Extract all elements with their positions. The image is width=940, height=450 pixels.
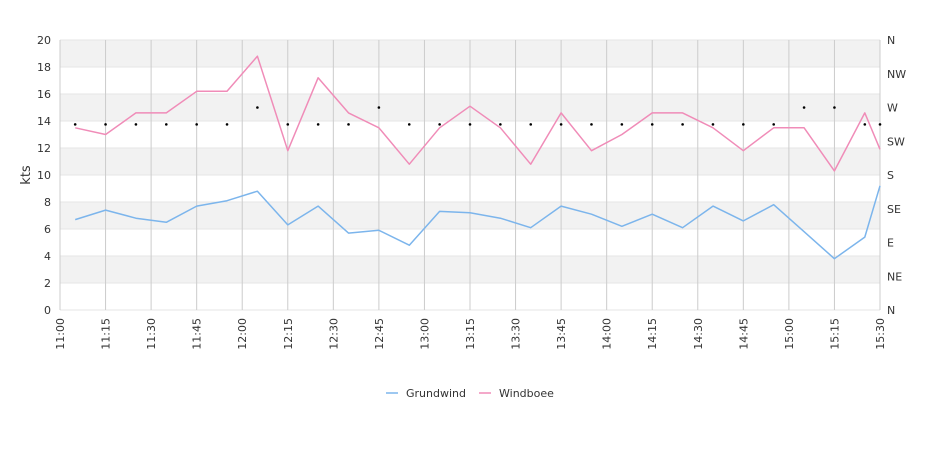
direction-marker [499,123,502,126]
right-axis-label: N [887,34,895,47]
x-tick-label: 13:30 [510,318,523,350]
x-tick-label: 12:00 [236,318,249,350]
series-line-windboee [75,55,881,172]
x-tick-label: 13:00 [418,318,431,350]
direction-marker [878,123,882,126]
direction-marker [559,123,563,126]
y-tick-label: 16 [37,88,51,101]
direction-marker [711,123,715,126]
direction-marker [742,123,745,126]
y-tick-label: 0 [44,304,51,317]
x-axis-ticks: 11:00 11:15 11:30 11:45 12:00 12:15 12:30 12:45… [54,318,887,350]
right-axis-label: SE [887,203,901,216]
y-tick-label: 18 [37,61,51,74]
x-tick-label: 11:00 [54,318,67,350]
direction-marker [590,123,593,126]
y-tick-label: 4 [44,250,51,263]
x-tick-label: 11:15 [100,318,113,350]
y-tick-label: 10 [37,169,51,182]
y-tick-label: 6 [44,223,51,236]
x-tick-label: 15:00 [783,318,796,350]
direction-marker [134,123,138,126]
x-tick-label: 14:00 [601,318,614,350]
direction-marker [833,106,836,109]
y-tick-label: 2 [44,277,51,290]
direction-marker [863,123,867,126]
right-axis-label: NE [887,270,902,283]
direction-marker [377,106,381,109]
direction-marker [347,123,350,126]
vertical-gridlines [59,40,881,310]
right-axis-ticks: N NE E SE S SW W NW N [887,34,906,317]
direction-marker [286,123,290,126]
legend-item-grundwind[interactable]: Grundwind [386,387,466,400]
x-tick-label: 14:45 [737,318,750,350]
x-tick-label: 12:30 [327,318,340,350]
x-tick-label: 14:15 [646,318,659,350]
direction-marker [73,123,77,126]
direction-marker [438,123,441,126]
x-tick-label: 11:30 [145,318,158,350]
direction-marker [195,123,198,126]
right-axis-label: SW [887,135,905,148]
right-axis-label: E [887,237,894,250]
y-tick-label: 20 [37,34,51,47]
x-tick-label: 13:45 [555,318,568,350]
y-axis-title: kts [19,165,34,185]
legend-label: Grundwind [406,387,466,400]
direction-marker [164,123,168,126]
direction-marker [256,106,259,109]
x-tick-label: 12:45 [373,318,386,350]
direction-marker [529,123,533,126]
legend[interactable]: Grundwind Windboee [386,387,554,400]
direction-marker [772,123,776,126]
right-axis-label: N [887,304,895,317]
direction-marker [407,123,411,126]
x-tick-label: 14:30 [692,318,705,350]
y-tick-label: 14 [37,115,51,128]
series-lines [74,55,881,260]
x-tick-label: 15:15 [828,318,841,350]
direction-marker [468,123,472,126]
x-tick-label: 15:30 [874,318,887,350]
right-axis-label: W [887,102,898,115]
y-tick-label: 8 [44,196,51,209]
x-tick-label: 13:15 [464,318,477,350]
legend-label: Windboee [499,387,554,400]
direction-marker [104,123,107,126]
legend-item-windboee[interactable]: Windboee [479,387,554,400]
right-axis-label: NW [887,68,906,81]
direction-marker [225,123,229,126]
direction-markers [73,106,882,126]
x-tick-label: 12:15 [282,318,295,350]
x-tick-label: 11:45 [191,318,204,350]
direction-marker [650,123,654,126]
direction-marker [802,106,806,109]
direction-marker [620,123,624,126]
right-axis-label: S [887,169,894,182]
y-tick-label: 12 [37,142,51,155]
direction-marker [316,123,320,126]
series-line-grundwind [74,185,881,260]
direction-marker [681,123,684,126]
y-axis-ticks: 0 2 4 6 8 10 12 14 16 18 20 [37,34,51,317]
